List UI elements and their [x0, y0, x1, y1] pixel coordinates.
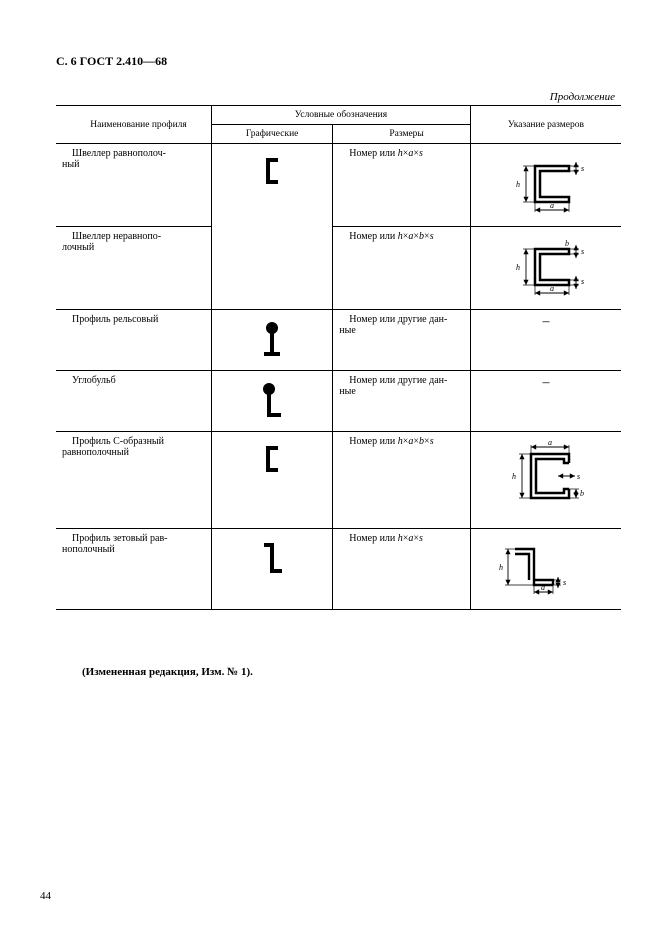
svg-text:h: h	[516, 180, 520, 189]
svg-text:a: a	[541, 583, 545, 592]
table-row: Профиль С-образныйравнополочный Номер или…	[56, 432, 621, 529]
table-row: Швеллер равнополоч-ный Номер или h×a×s h a s	[56, 144, 621, 227]
size-designation: Номер или другие дан-ные	[333, 310, 471, 371]
svg-text:s: s	[563, 578, 566, 587]
svg-text:a: a	[548, 440, 552, 447]
table-row: Швеллер неравнопо-лочный Номер или h×a×b×…	[56, 227, 621, 310]
dimension-indication: –	[470, 310, 621, 371]
svg-text:h: h	[499, 563, 503, 572]
col-sizes-header: Размеры	[333, 125, 471, 144]
page-header: С. 6 ГОСТ 2.410—68	[56, 54, 621, 69]
profile-name: Профиль С-образныйравнополочный	[56, 432, 212, 529]
graphic-symbol	[212, 529, 333, 610]
svg-text:a: a	[550, 284, 554, 293]
svg-text:s: s	[581, 247, 584, 256]
svg-text:h: h	[516, 263, 520, 272]
size-designation: Номер или h×a×s	[333, 144, 471, 227]
svg-text:b: b	[565, 239, 569, 248]
dimension-indication: –	[470, 371, 621, 432]
dimension-indication: h a s s b	[470, 227, 621, 310]
page-number: 44	[40, 890, 51, 902]
size-designation: Номер или другие дан-ные	[333, 371, 471, 432]
size-designation: Номер или h×a×b×s	[333, 432, 471, 529]
profile-name: Профиль зетовый рав-нополочный	[56, 529, 212, 610]
table-row: Углобульб Номер или другие дан-ные–	[56, 371, 621, 432]
table-row: Профиль зетовый рав-нополочный Номер или …	[56, 529, 621, 610]
dimension-indication: h a bs	[470, 432, 621, 529]
footnote: (Измененная редакция, Изм. № 1).	[56, 666, 621, 678]
svg-text:h: h	[512, 472, 516, 481]
svg-text:s: s	[577, 472, 580, 481]
svg-text:s: s	[581, 277, 584, 286]
continuation-label: Продолжение	[56, 91, 621, 103]
svg-text:b: b	[580, 489, 584, 498]
size-designation: Номер или h×a×s	[333, 529, 471, 610]
profile-name: Профиль рельсовый	[56, 310, 212, 371]
col-graphic-header: Графические	[212, 125, 333, 144]
profile-name: Швеллер равнополоч-ный	[56, 144, 212, 227]
graphic-symbol	[212, 310, 333, 371]
graphic-symbol	[212, 432, 333, 529]
profile-table: Наименование профиля Условные обозначени…	[56, 105, 621, 610]
col-dimensions-header: Указание размеров	[470, 106, 621, 144]
svg-text:a: a	[550, 201, 554, 210]
col-symbols-header: Условные обозначения	[212, 106, 471, 125]
table-row: Профиль рельсовый Номер или другие дан-н…	[56, 310, 621, 371]
size-designation: Номер или h×a×b×s	[333, 227, 471, 310]
graphic-symbol	[212, 371, 333, 432]
graphic-symbol	[212, 144, 333, 310]
dimension-indication: h a s	[470, 529, 621, 610]
dimension-indication: h a s	[470, 144, 621, 227]
col-name-header: Наименование профиля	[56, 106, 212, 144]
profile-name: Швеллер неравнопо-лочный	[56, 227, 212, 310]
svg-text:s: s	[581, 164, 584, 173]
profile-name: Углобульб	[56, 371, 212, 432]
